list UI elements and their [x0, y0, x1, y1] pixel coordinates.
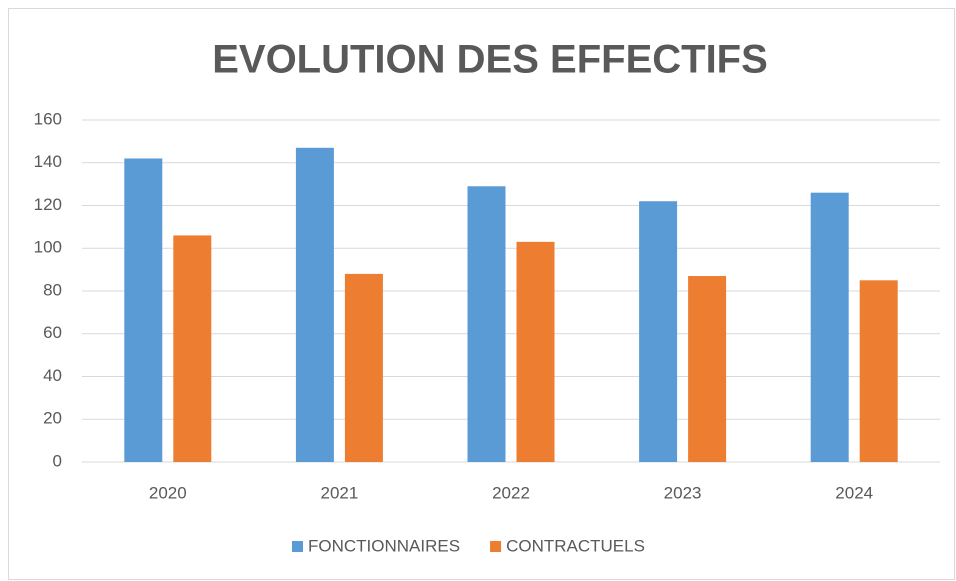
x-tick-label: 2023 [664, 483, 702, 502]
y-tick-label: 100 [34, 238, 62, 257]
legend-swatch [490, 541, 502, 552]
y-tick-label: 0 [53, 451, 62, 470]
y-tick-label: 80 [43, 280, 62, 299]
bar [810, 192, 849, 463]
x-tick-label: 2021 [320, 483, 358, 502]
y-tick-label: 160 [34, 109, 62, 128]
x-tick-label: 2024 [835, 483, 873, 502]
legend-label: FONCTIONNAIRES [308, 536, 460, 555]
bar [467, 186, 506, 462]
legend-label: CONTRACTUELS [506, 536, 645, 555]
bar [859, 280, 898, 462]
legend-swatch [292, 541, 303, 552]
bar [516, 241, 555, 462]
y-tick-label: 40 [43, 366, 62, 385]
bar [688, 276, 727, 462]
y-tick-label: 140 [34, 152, 62, 171]
y-tick-label: 120 [34, 195, 62, 214]
bar [344, 273, 383, 462]
x-tick-label: 2020 [149, 483, 187, 502]
bar [173, 235, 212, 462]
y-tick-label: 60 [43, 323, 62, 342]
y-tick-label: 20 [43, 409, 62, 428]
bar [295, 147, 334, 462]
bar [124, 158, 163, 462]
x-tick-label: 2022 [492, 483, 530, 502]
chart-title: EVOLUTION DES EFFECTIFS [212, 38, 768, 82]
bar [639, 201, 678, 462]
